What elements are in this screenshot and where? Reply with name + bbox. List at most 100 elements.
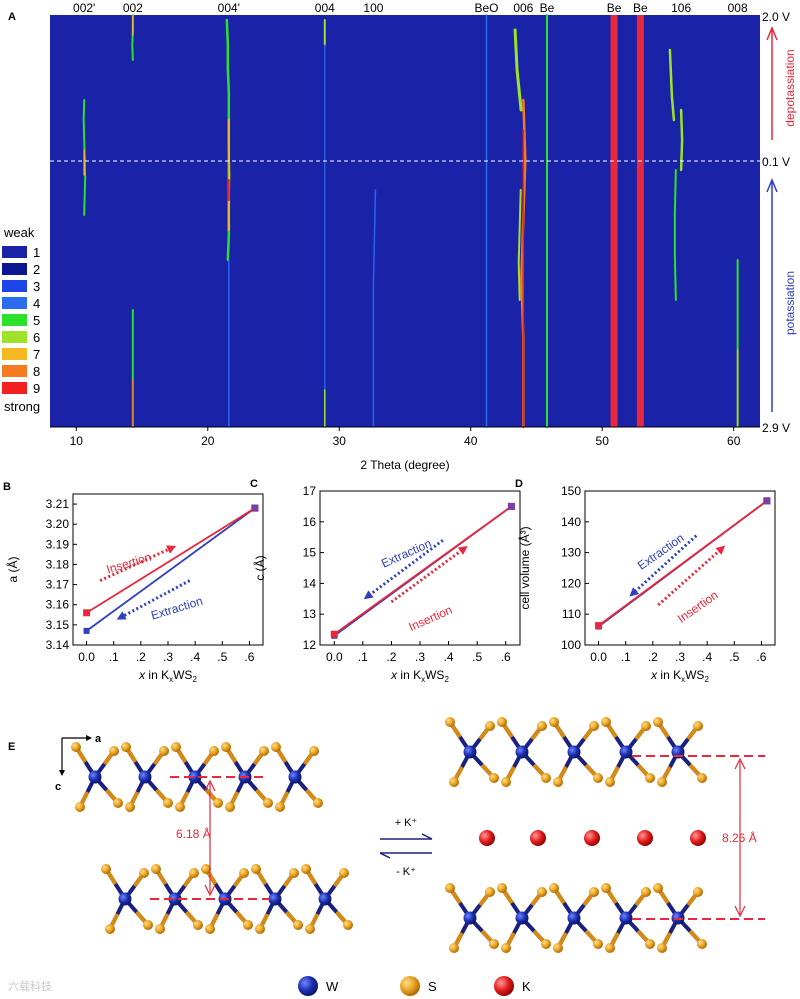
annotation-arrowhead [116,611,127,620]
potassium-layer [479,830,706,846]
s-atom [553,777,563,787]
data-point-insertion [330,630,338,638]
x-tick-label: .3 [163,650,173,664]
s-atom [221,742,231,752]
s-atom [693,721,703,731]
ws2-layers [71,717,707,953]
y-tick-label: 14 [303,576,317,590]
layer-right-top [445,717,707,787]
annotation-label: Insertion [407,603,455,635]
s-atom [653,717,663,727]
legend-atom-label: K [522,979,531,994]
x-tick-label: .6 [756,650,766,664]
w-atom [515,745,529,759]
s-atom [697,773,707,783]
x-tick-label: .2 [386,650,396,664]
x-tick-label-a: 50 [596,434,610,448]
w-atom [567,745,581,759]
s-atom [213,798,223,808]
y-tick-label: 3.19 [46,537,70,551]
w-atom [619,911,633,925]
y-tick-label: 13 [303,607,317,621]
potassiation-arrow [766,178,778,412]
voltage-middle: 0.1 V [762,155,790,169]
peak-label: BeO [475,1,499,15]
series-line-insertion [86,507,256,614]
legend-level-4: 4 [33,296,40,311]
legend-atom-w [298,976,318,996]
s-atom [489,773,499,783]
y-tick-label: 3.14 [46,638,70,652]
peak-label: 002 [123,1,143,15]
x-tick-label: 0.0 [590,650,607,664]
s-atom [605,777,615,787]
potassiation-label: potassiation [783,271,797,335]
s-atom [489,939,499,949]
s-atom [293,920,303,930]
legend-level-9: 9 [33,381,40,396]
peak-label: Be [607,1,622,15]
w-atom [288,770,302,784]
w-atom [188,770,202,784]
panel-a-heatmap: A 002' 002 004' 004 100 BeO 006 Be Be Be 106 008 10… [2,1,797,472]
s-atom [193,920,203,930]
annotation-arrow [657,548,722,607]
panel-c-chart: C 0.0 .1 .2 .3 .4 .5 .6 12 13 14 15 16 17 x in KxWS2 c … [250,478,521,684]
w-atom [619,745,633,759]
legend-level-1: 1 [33,245,40,260]
y-tick-label: 16 [303,515,317,529]
x-axis-label: x in KxWS2 [390,668,449,684]
k-atom [530,830,546,846]
y-tick-label: 110 [562,607,581,621]
legend-weak-label: weak [3,225,35,240]
panel-label: B [3,481,11,493]
y-tick-label: 3.21 [46,497,70,511]
axis-a-label: a [95,733,102,745]
s-atom [537,721,547,731]
peak-label: 106 [671,1,691,15]
x-axis-label: x in KxWS2 [138,668,197,684]
k-atom [690,830,706,846]
annotation-label: Insertion [675,588,721,626]
s-atom [641,721,651,731]
s-atom [301,864,311,874]
peak-label: 008 [728,1,748,15]
legend-swatch-3 [2,280,27,292]
s-atom [259,746,269,756]
panel-label: D [515,478,523,490]
s-atom [275,802,285,812]
s-atom [449,943,459,953]
x-tick-label-a: 20 [201,434,215,448]
x-axis-label-a: 2 Theta (degree) [360,458,449,472]
legend-strong-label: strong [4,399,40,414]
spacing-left-label: 6.18 Å [176,826,211,841]
k-atom [637,830,653,846]
legend-atom-label: S [428,979,437,994]
s-atom [305,924,315,934]
s-atom [497,717,507,727]
series-line-insertion [333,505,512,635]
s-atom [309,746,319,756]
s-atom [101,864,111,874]
s-atom [139,868,149,878]
y-tick-label: 3.20 [46,517,70,531]
s-atom [125,802,135,812]
x-tick-label: .6 [501,650,511,664]
y-tick-label: 120 [561,576,581,590]
depotassiation-label: depotassiation [783,49,797,126]
legend-swatch-9 [2,382,27,394]
x-tick-label-a: 40 [464,434,478,448]
x-tick-label: 0.0 [326,650,343,664]
x-tick-label: .1 [109,650,119,664]
legend-atom-k [494,976,514,996]
s-atom [175,802,185,812]
s-atom [113,798,123,808]
annotation-arrowhead [363,590,374,600]
s-atom [201,864,211,874]
legend-atom-s [400,976,420,996]
s-atom [155,924,165,934]
s-atom [143,920,153,930]
series-line-insertion [598,500,768,627]
annotation-arrowhead [166,545,177,554]
